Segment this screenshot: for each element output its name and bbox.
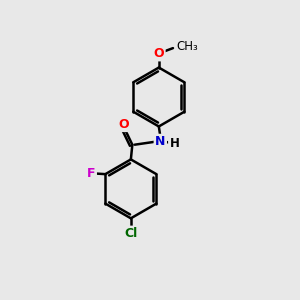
- Text: O: O: [119, 118, 129, 130]
- Text: O: O: [154, 47, 164, 60]
- Text: H: H: [169, 137, 179, 150]
- Text: Cl: Cl: [124, 227, 137, 240]
- Text: F: F: [87, 167, 95, 180]
- Text: N: N: [155, 135, 166, 148]
- Text: CH₃: CH₃: [176, 40, 198, 53]
